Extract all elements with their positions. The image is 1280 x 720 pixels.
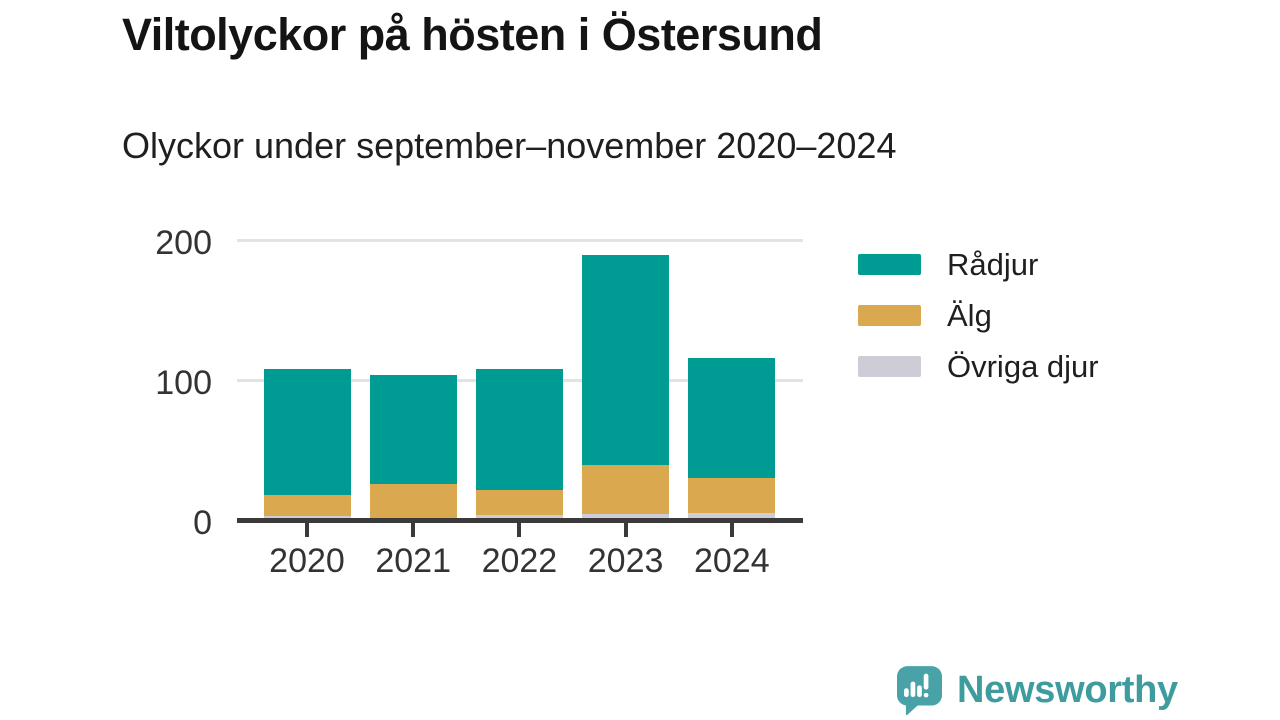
x-axis-label-2022: 2022: [481, 542, 558, 580]
y-axis-label-200: 200: [155, 223, 212, 262]
chart-subtitle: Olyckor under september–november 2020–20…: [122, 125, 897, 166]
x-tick-2023: [623, 523, 628, 537]
y-axis-label-100: 100: [155, 363, 212, 402]
x-tick-2022: [517, 523, 522, 537]
x-axis-label-2020: 2020: [269, 542, 345, 580]
bar-2020: [263, 369, 351, 521]
legend-swatch: [858, 254, 921, 275]
bar-segment-2022-älg: [475, 489, 563, 515]
x-axis-label-2024: 2024: [693, 542, 770, 580]
bar-segment-2024-rådjur: [688, 358, 776, 479]
x-axis-label-2023: 2023: [587, 542, 664, 580]
bar-segment-2024-övriga-djur: [688, 513, 776, 521]
legend: Rådjur Älg Övriga djur: [858, 239, 1099, 392]
bar-segment-2023-övriga-djur: [582, 513, 670, 521]
bar-segment-2022-rådjur: [475, 369, 563, 490]
legend-swatch: [858, 356, 921, 377]
gridline-200: [237, 239, 803, 242]
x-tick-2021: [411, 523, 416, 537]
bar-segment-2021-rådjur: [369, 374, 457, 485]
chart-title: Viltolyckor på hösten i Östersund: [122, 9, 823, 60]
bar-segment-2023-älg: [582, 464, 670, 514]
newsworthy-logo-icon: [897, 666, 942, 716]
brand-footer: Newsworthy: [897, 666, 1178, 716]
x-axis-line: [237, 518, 803, 523]
legend-item-övriga-djur: Övriga djur: [858, 341, 1099, 392]
x-tick-2020: [305, 523, 309, 537]
x-axis-label-2021: 2021: [375, 542, 451, 580]
legend-item-rådjur: Rådjur: [858, 239, 1099, 290]
legend-label: Övriga djur: [947, 348, 1099, 384]
bar-2022: [475, 369, 563, 521]
bar-2021: [369, 374, 457, 521]
bar-2023: [582, 254, 670, 521]
legend-label: Rådjur: [947, 246, 1039, 282]
bar-segment-2021-älg: [369, 484, 457, 520]
bar-segment-2020-älg: [263, 495, 351, 517]
brand-name: Newsworthy: [957, 669, 1178, 711]
bar-segment-2023-rådjur: [582, 254, 670, 465]
bar-segment-2022-övriga-djur: [475, 514, 563, 521]
legend-label: Älg: [947, 297, 992, 333]
x-tick-2024: [729, 523, 734, 537]
bar-2024: [688, 358, 776, 521]
bar-segment-2024-älg: [688, 478, 776, 514]
legend-swatch: [858, 305, 921, 326]
legend-item-älg: Älg: [858, 290, 1099, 341]
y-axis-label-0: 0: [193, 503, 212, 542]
bar-segment-2020-rådjur: [263, 369, 351, 496]
